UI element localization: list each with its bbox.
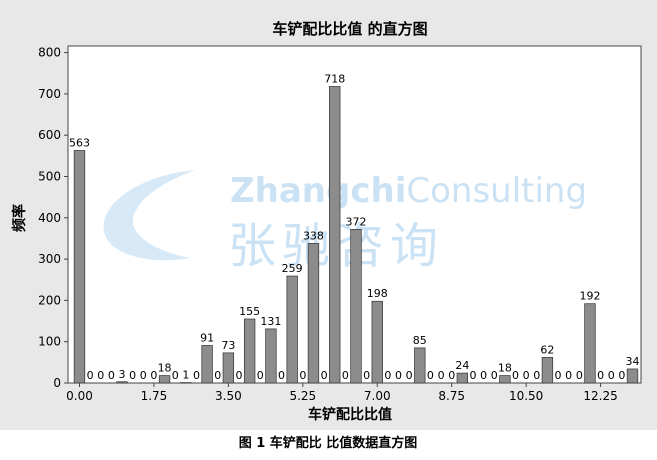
data-label: 0 [108, 369, 115, 382]
bar [159, 376, 170, 383]
data-label: 0 [257, 369, 264, 382]
bar [585, 304, 596, 383]
data-label: 1 [182, 369, 189, 382]
bar [266, 329, 277, 383]
bar [202, 345, 213, 383]
data-label: 718 [324, 72, 345, 85]
data-label: 34 [625, 355, 639, 368]
bar [244, 319, 255, 383]
data-label: 0 [618, 369, 625, 382]
data-label: 0 [469, 369, 476, 382]
data-label: 0 [576, 369, 583, 382]
data-label: 0 [299, 369, 306, 382]
data-label: 155 [239, 305, 260, 318]
bar [308, 243, 319, 383]
data-label: 3 [119, 368, 126, 381]
x-tick-label: 12.25 [583, 389, 617, 403]
y-tick-label: 500 [38, 170, 61, 184]
data-label: 62 [540, 343, 554, 356]
data-label: 0 [236, 369, 243, 382]
bar [457, 373, 468, 383]
bar [500, 376, 511, 383]
data-label: 0 [150, 369, 157, 382]
x-axis-label: 车铲配比比值 [308, 406, 392, 423]
data-label: 0 [491, 369, 498, 382]
x-tick-label: 5.25 [289, 389, 316, 403]
bar [287, 276, 298, 383]
data-label: 0 [129, 369, 136, 382]
y-tick-label: 600 [38, 128, 61, 142]
bar [351, 229, 362, 383]
bar [372, 301, 383, 383]
bar [223, 353, 234, 383]
watermark-brand: Consulting [406, 171, 587, 211]
data-label: 259 [282, 262, 303, 275]
data-label: 0 [140, 369, 147, 382]
data-label: 0 [342, 369, 349, 382]
data-label: 0 [406, 369, 413, 382]
x-tick-label: 0.00 [66, 389, 93, 403]
data-label: 0 [448, 369, 455, 382]
data-label: 18 [158, 362, 172, 375]
data-label: 0 [523, 369, 530, 382]
x-tick-label: 8.75 [438, 389, 465, 403]
data-label: 372 [345, 215, 366, 228]
data-label: 0 [278, 369, 285, 382]
data-label: 0 [597, 369, 604, 382]
data-label: 0 [512, 369, 519, 382]
data-label: 0 [321, 369, 328, 382]
data-label: 0 [608, 369, 615, 382]
x-tick-label: 1.75 [141, 389, 168, 403]
data-label: 85 [413, 334, 427, 347]
data-label: 0 [480, 369, 487, 382]
data-label: 24 [455, 359, 469, 372]
bar [329, 86, 340, 383]
y-tick-label: 400 [38, 211, 61, 225]
data-label: 0 [427, 369, 434, 382]
bar [74, 150, 85, 383]
data-label: 18 [498, 362, 512, 375]
data-label: 0 [438, 369, 445, 382]
data-label: 0 [384, 369, 391, 382]
data-label: 0 [565, 369, 572, 382]
bar [627, 369, 638, 383]
y-tick-label: 800 [38, 46, 61, 60]
data-label: 131 [260, 315, 281, 328]
data-label: 198 [367, 287, 388, 300]
bar [542, 357, 553, 383]
data-label: 0 [533, 369, 540, 382]
watermark-bold: Zhangchi [230, 171, 406, 211]
y-tick-label: 300 [38, 252, 61, 266]
x-tick-label: 7.00 [364, 389, 391, 403]
y-tick-label: 100 [38, 335, 61, 349]
data-label: 0 [172, 369, 179, 382]
x-tick-label: 3.50 [215, 389, 242, 403]
y-tick-label: 700 [38, 87, 61, 101]
data-label: 91 [200, 331, 214, 344]
data-label: 563 [69, 136, 90, 149]
data-label: 0 [193, 369, 200, 382]
y-tick-label: 0 [53, 376, 61, 390]
watermark-text: ZhangchiConsulting [230, 171, 587, 211]
data-label: 0 [87, 369, 94, 382]
y-tick-label: 200 [38, 293, 61, 307]
data-label: 0 [97, 369, 104, 382]
data-label: 192 [579, 290, 600, 303]
bar [117, 382, 128, 383]
data-label: 0 [555, 369, 562, 382]
data-label: 0 [214, 369, 221, 382]
y-axis-label: 频率 [11, 204, 28, 232]
data-label: 0 [395, 369, 402, 382]
data-label: 338 [303, 229, 324, 242]
data-label: 0 [363, 369, 370, 382]
caption: 图 1 车铲配比 比值数据直方图 [239, 435, 418, 451]
data-label: 73 [221, 339, 235, 352]
bar [414, 348, 425, 383]
x-tick-label: 10.50 [509, 389, 543, 403]
chart-title: 车铲配比比值 的直方图 [272, 20, 427, 38]
